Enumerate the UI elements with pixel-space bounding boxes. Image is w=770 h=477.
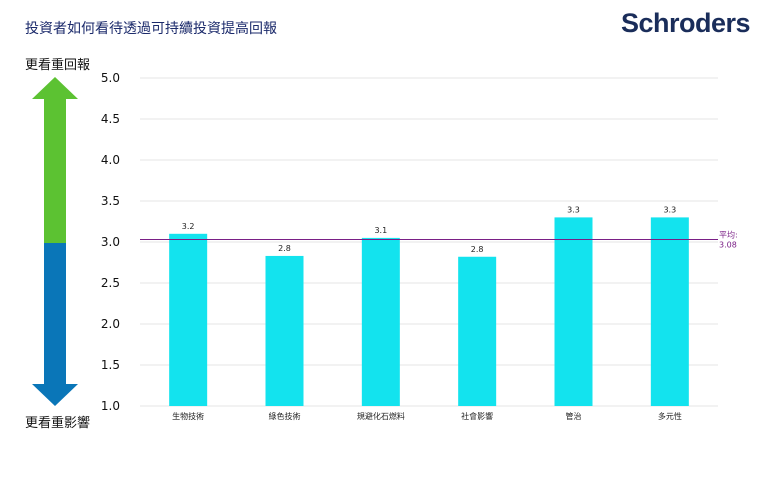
bar <box>361 237 400 406</box>
x-axis: 生物技術 綠色技術 規避化石燃料 社會影響 管治 多元性 <box>172 411 682 421</box>
bar <box>458 256 497 406</box>
x-tick-label: 多元性 <box>658 411 682 421</box>
schroders-logo: Schroders <box>620 8 751 38</box>
y-tick-label: 1.5 <box>101 358 120 372</box>
y-tick-label: 4.5 <box>101 112 120 126</box>
arrow-up-icon <box>32 77 78 243</box>
bar <box>265 255 304 406</box>
bar <box>169 233 208 406</box>
gridlines <box>140 77 718 407</box>
bar-value-label: 3.3 <box>567 205 580 214</box>
bar-value-label: 3.3 <box>663 205 676 214</box>
double-arrow <box>32 77 78 406</box>
y-tick-label: 3.5 <box>101 194 120 208</box>
average-value: 3.08 <box>719 241 737 250</box>
chart-title: 投資者如何看待透過可持續投資提高回報 <box>25 21 277 37</box>
average-label: 平均: <box>719 230 738 240</box>
bar-value-label: 3.1 <box>374 226 387 235</box>
x-tick-label: 規避化石燃料 <box>357 411 405 421</box>
y-tick-label: 2.5 <box>101 276 120 290</box>
y-tick-label: 1.0 <box>101 399 120 413</box>
arrow-bottom-label: 更看重影響 <box>25 416 91 431</box>
x-tick-label: 社會影響 <box>461 411 493 421</box>
y-tick-label: 2.0 <box>101 317 120 331</box>
y-axis: 1.0 1.5 2.0 2.5 3.0 3.5 4.0 4.5 5.0 <box>101 71 120 413</box>
bar-value-label: 2.8 <box>278 244 291 253</box>
y-tick-label: 4.0 <box>101 153 120 167</box>
bars: 3.2 2.8 3.1 2.8 3.3 3.3 <box>169 205 689 406</box>
x-tick-label: 管治 <box>566 411 582 421</box>
x-tick-label: 生物技術 <box>172 411 204 421</box>
bar-value-label: 3.2 <box>182 222 195 231</box>
y-tick-label: 3.0 <box>101 235 120 249</box>
x-tick-label: 綠色技術 <box>269 411 301 421</box>
y-tick-label: 5.0 <box>101 71 120 85</box>
arrow-top-label: 更看重回報 <box>25 58 91 73</box>
bar-value-label: 2.8 <box>471 245 484 254</box>
bar <box>554 217 593 406</box>
bar <box>650 217 689 406</box>
arrow-down-icon <box>32 243 78 406</box>
average-line-group: 平均:3.08 <box>140 230 738 250</box>
